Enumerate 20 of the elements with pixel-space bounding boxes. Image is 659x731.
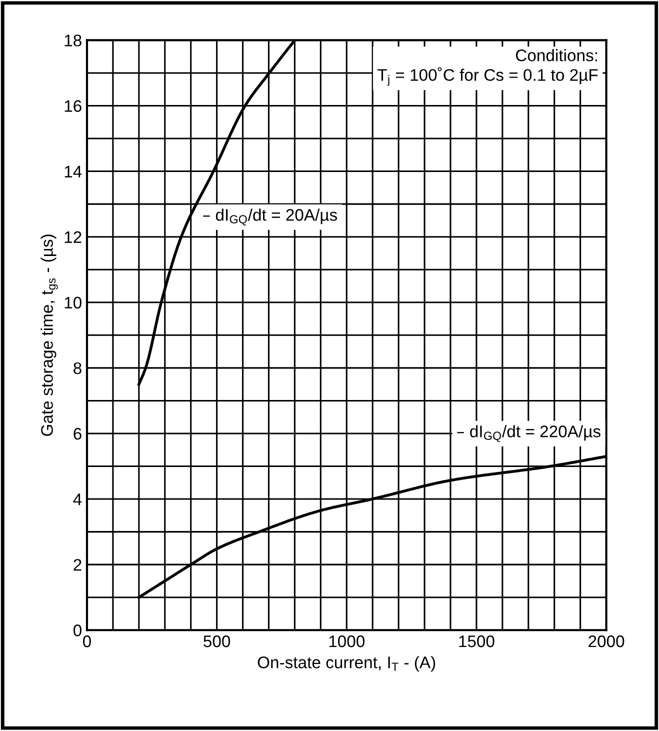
y-tick-label: 2: [74, 558, 82, 571]
y-axis-title: Gate storage time, t$_{gs}$ - (µs): [40, 234, 58, 436]
y-tick-label: 4: [73, 494, 82, 506]
x-tick-label: 1000: [329, 635, 365, 648]
x-tick-label: 500: [204, 635, 230, 648]
y-tick-label: 0: [74, 624, 82, 636]
y-tick-label: 6: [74, 428, 82, 440]
x-axis-title: On-state current, I$_{T}$ - (A): [258, 656, 436, 672]
annotation: – dI$_{GQ}$/dt = 220A/µs: [457, 425, 600, 442]
x-tick-label: 2000: [588, 635, 624, 648]
annotation: – dI$_{GQ}$/dt = 20A/µs: [203, 208, 338, 226]
x-tick-label: 0: [83, 635, 91, 648]
y-tick-label: 14: [64, 166, 82, 178]
y-tick-label: 18: [64, 34, 82, 46]
y-tick-label: 8: [74, 362, 82, 374]
x-tick-label: 1500: [459, 635, 494, 648]
text: Conditions: T$_{j}$ = 100˚C for Cs = 0.1 to 2µF: [378, 49, 598, 86]
y-tick-label: 12: [64, 231, 82, 243]
y-tick-label: 16: [64, 100, 82, 112]
y-tick-label: 10: [64, 296, 82, 309]
